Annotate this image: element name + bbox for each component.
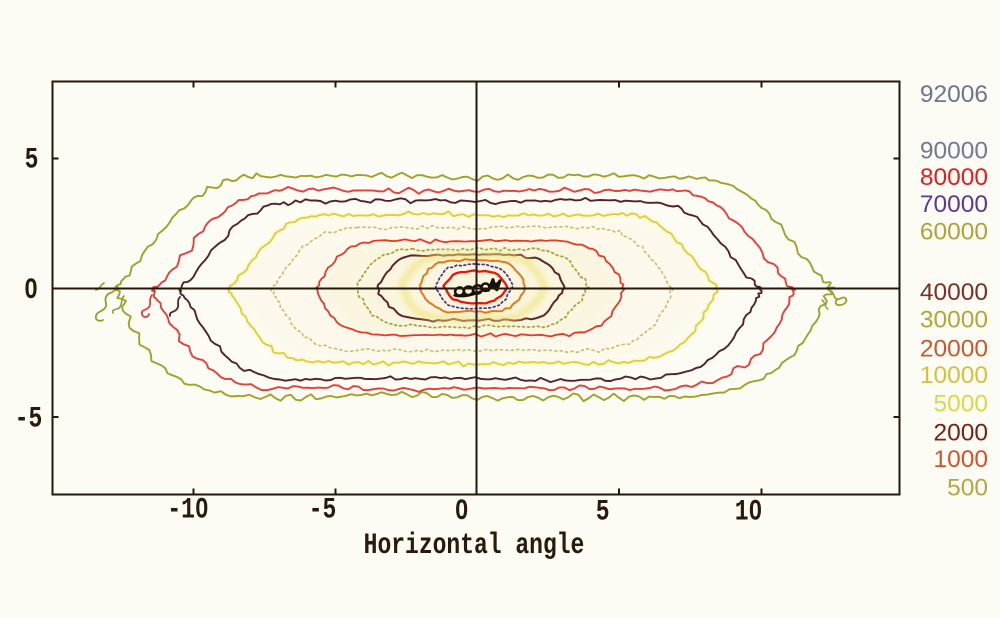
svg-text:5000: 5000 [933, 390, 988, 417]
svg-text:2000: 2000 [933, 420, 988, 447]
svg-text:-5: -5 [15, 402, 43, 435]
svg-text:92006: 92006 [920, 81, 988, 108]
svg-text:5: 5 [596, 495, 610, 528]
svg-text:10: 10 [735, 495, 763, 528]
svg-text:10000: 10000 [920, 362, 988, 389]
svg-text:80000: 80000 [920, 164, 988, 191]
svg-text:70000: 70000 [920, 191, 988, 218]
svg-text:40000: 40000 [920, 279, 988, 306]
svg-text:20000: 20000 [920, 335, 988, 362]
svg-text:Horizontal angle: Horizontal angle [364, 528, 585, 561]
svg-text:30000: 30000 [920, 307, 988, 334]
svg-text:60000: 60000 [920, 218, 988, 245]
svg-text:-5: -5 [309, 493, 337, 526]
svg-text:5: 5 [25, 143, 39, 176]
svg-text:90000: 90000 [920, 137, 988, 164]
svg-text:1000: 1000 [933, 446, 988, 473]
svg-text:500: 500 [947, 475, 988, 502]
